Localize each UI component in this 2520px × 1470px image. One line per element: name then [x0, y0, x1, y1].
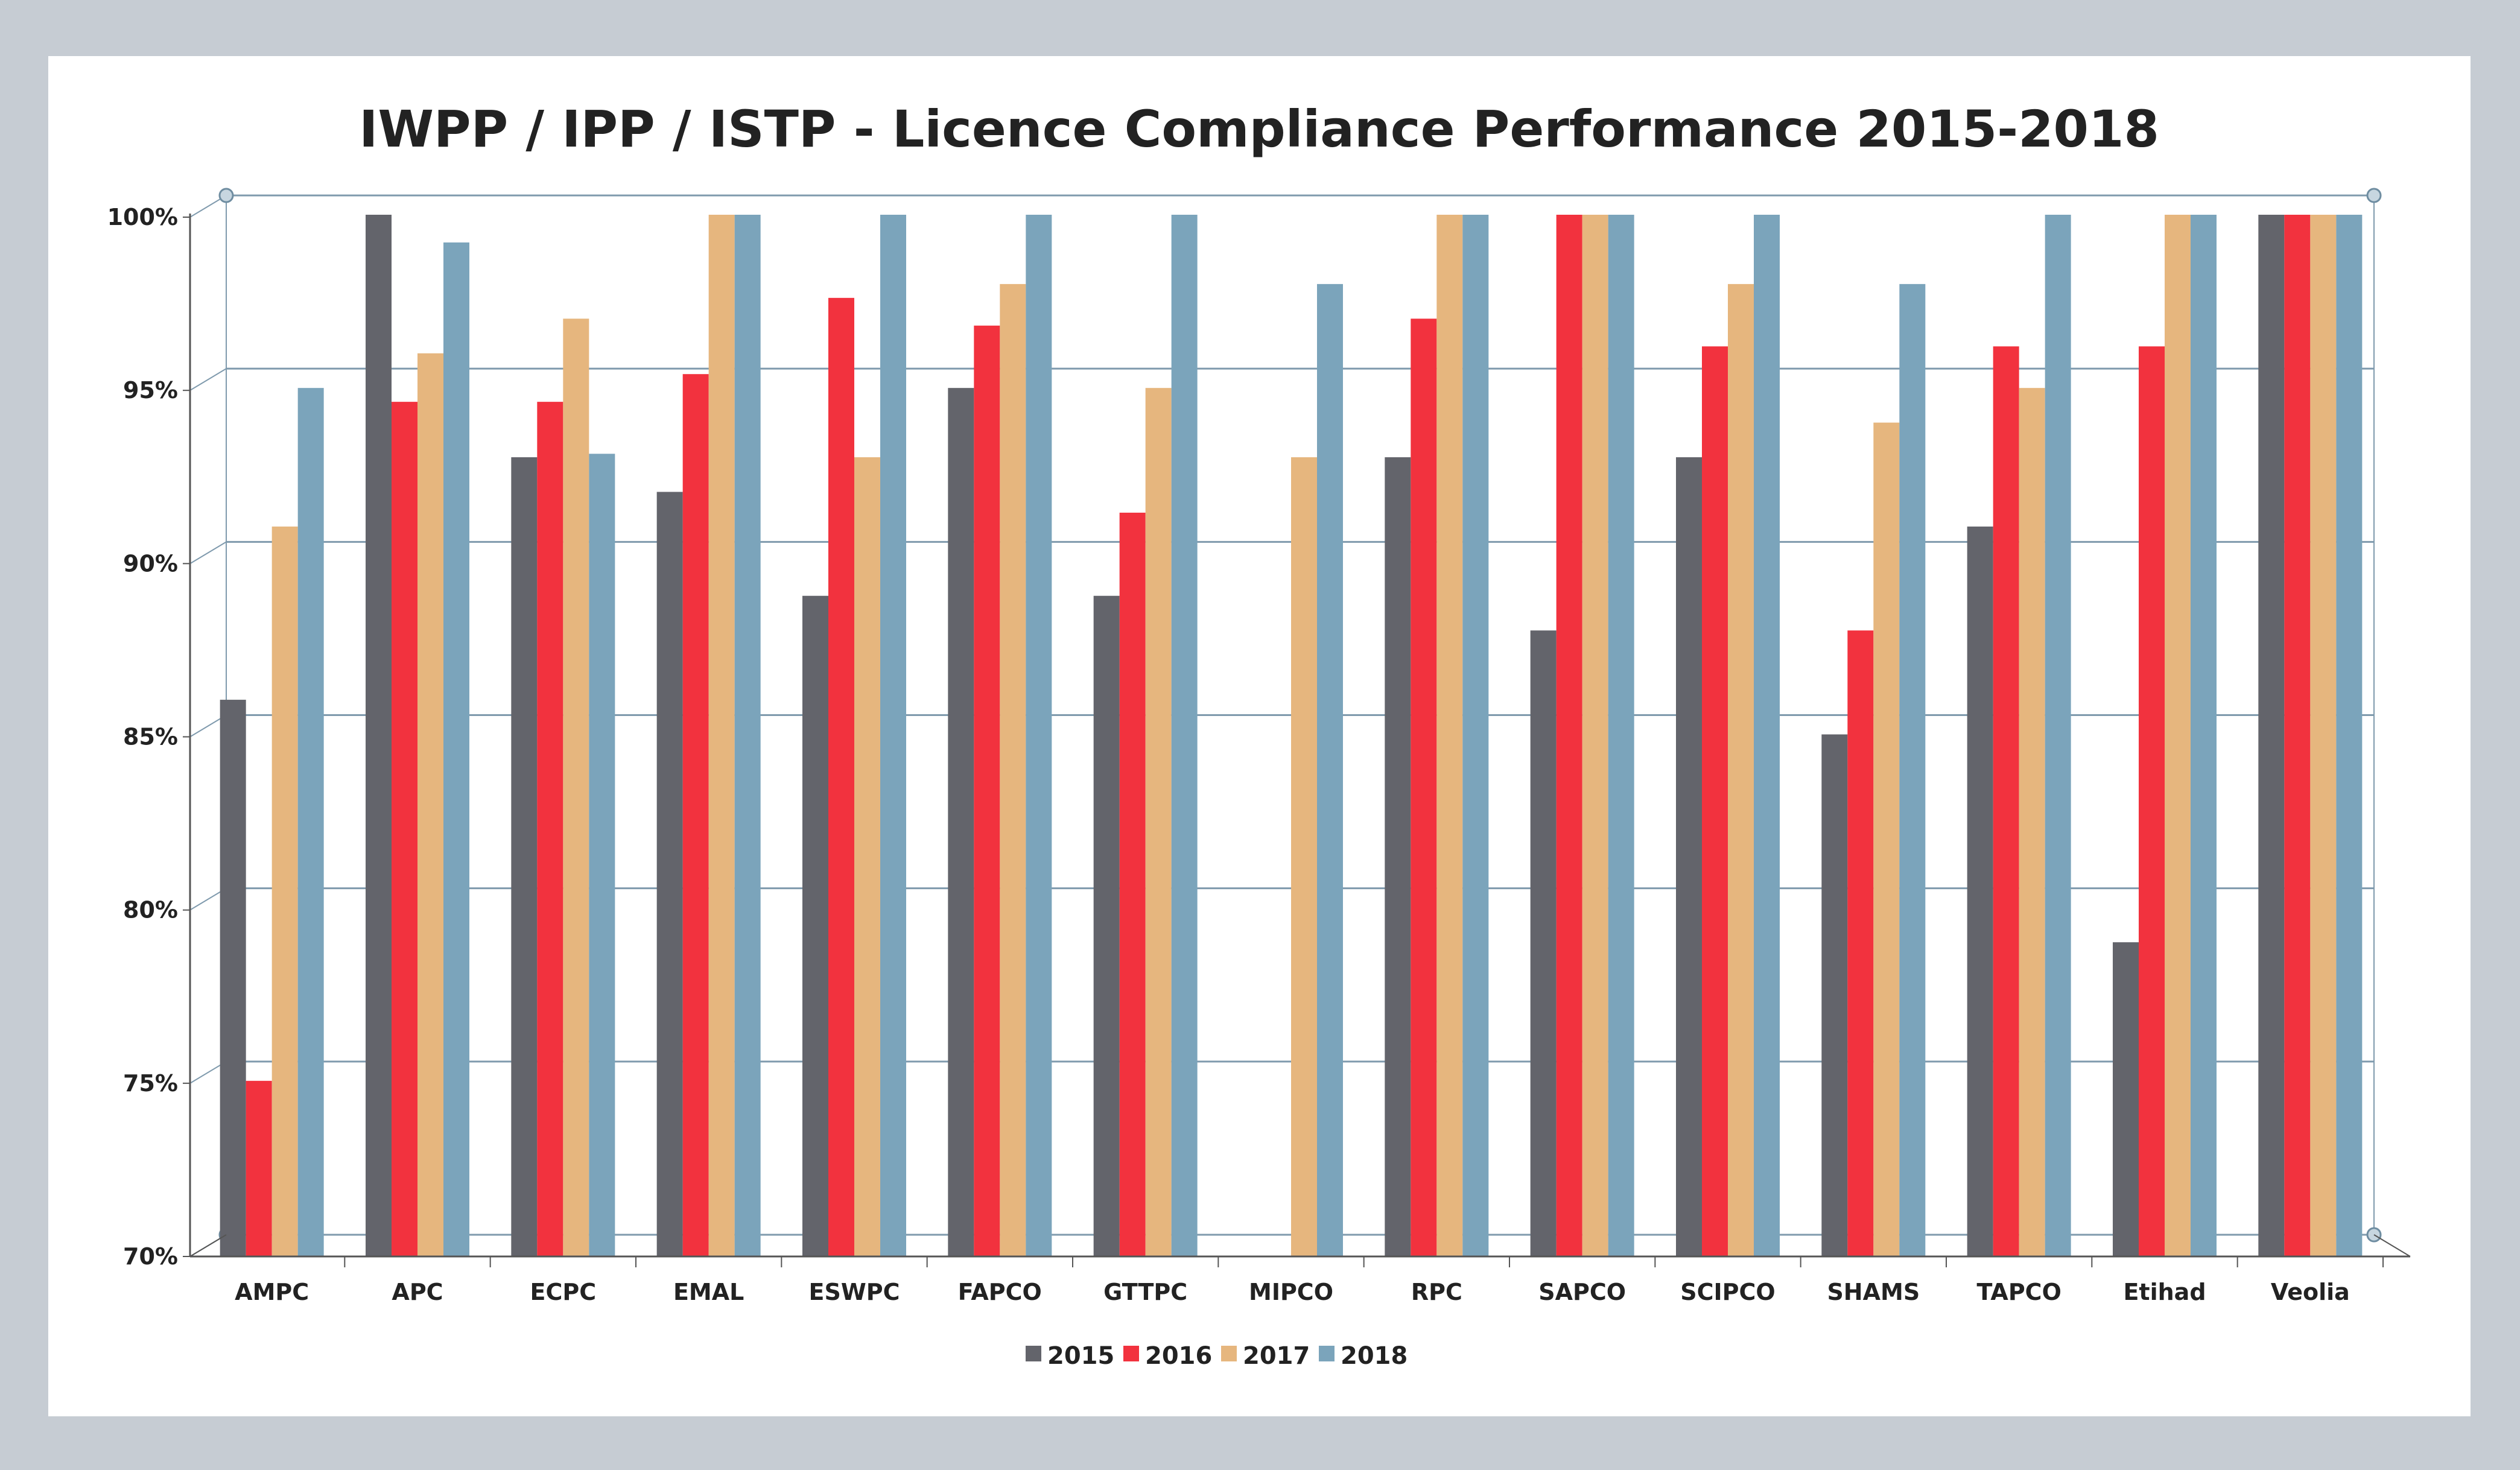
x-tick-label-ecpc: ECPC — [530, 1279, 597, 1305]
bar-tapco-2017 — [2019, 388, 2045, 1256]
bar-emal-2016 — [682, 374, 709, 1256]
bar-tapco-2018 — [2045, 215, 2071, 1256]
legend-swatch-2017 — [1221, 1346, 1237, 1361]
bar-eswpc-2016 — [828, 297, 854, 1257]
bar-emal-2017 — [708, 215, 735, 1256]
y-tick-label-95: 95% — [123, 377, 178, 404]
depth-line-90 — [189, 541, 227, 565]
bar-mipco-2018 — [1317, 284, 1343, 1256]
bar-eswpc-2017 — [854, 457, 880, 1256]
bar-gttpc-2018 — [1171, 215, 1198, 1256]
corner-handle-1 — [218, 188, 234, 203]
bar-etihad-2016 — [2139, 346, 2165, 1256]
x-tick-label-veolia: Veolia — [2271, 1279, 2350, 1305]
bar-shams-2016 — [1847, 630, 1874, 1256]
bar-tapco-2015 — [1967, 526, 1993, 1256]
x-tick-label-apc: APC — [392, 1279, 443, 1305]
bar-ecpc-2016 — [537, 402, 563, 1256]
bar-ampc-2016 — [246, 1080, 272, 1256]
x-tick-label-gttpc: GTTPC — [1103, 1279, 1187, 1305]
bar-eswpc-2018 — [880, 215, 906, 1256]
x-tick-label-shams: SHAMS — [1827, 1279, 1920, 1305]
bar-rpc-2015 — [1385, 457, 1411, 1256]
bar-rpc-2018 — [1462, 215, 1489, 1256]
legend-label-2016: 2016 — [1145, 1342, 1212, 1370]
bar-shams-2017 — [1873, 422, 1900, 1256]
bar-tapco-2016 — [1993, 346, 2019, 1256]
x-tick-label-etihad: Etihad — [2123, 1279, 2206, 1305]
bar-sapco-2017 — [1582, 215, 1608, 1256]
bar-apc-2017 — [417, 353, 443, 1256]
x-tick-label-scipco: SCIPCO — [1680, 1279, 1775, 1305]
legend: 2015 2016 2017 2018 — [1026, 1342, 1408, 1370]
bar-ampc-2015 — [220, 700, 246, 1256]
y-tick-label-70: 70% — [123, 1243, 178, 1270]
chart: IWPP / IPP / ISTP - Licence Compliance P… — [107, 100, 2411, 1370]
bar-emal-2015 — [656, 492, 683, 1256]
bar-scipco-2017 — [1728, 284, 1754, 1256]
x-tick-label-emal: EMAL — [673, 1279, 744, 1305]
floor-left-edge — [189, 1234, 227, 1257]
depth-line-95 — [189, 368, 227, 391]
x-tick-label-fapco: FAPCO — [958, 1279, 1042, 1305]
bar-fapco-2018 — [1026, 215, 1052, 1256]
legend-swatch-2016 — [1123, 1346, 1139, 1361]
bar-rpc-2017 — [1436, 215, 1463, 1256]
bar-scipco-2015 — [1676, 457, 1702, 1256]
chart-title: IWPP / IPP / ISTP - Licence Compliance P… — [359, 100, 2159, 159]
bar-veolia-2018 — [2336, 215, 2363, 1256]
bar-gttpc-2016 — [1119, 512, 1146, 1256]
bar-sapco-2015 — [1530, 630, 1557, 1256]
bar-fapco-2016 — [974, 325, 1000, 1256]
bar-apc-2018 — [443, 242, 469, 1256]
x-tick-label-ampc: AMPC — [235, 1279, 309, 1305]
bar-etihad-2015 — [2113, 942, 2139, 1256]
bar-veolia-2017 — [2310, 215, 2337, 1256]
bar-ecpc-2015 — [511, 457, 538, 1256]
bar-etihad-2017 — [2165, 215, 2191, 1256]
bar-rpc-2016 — [1411, 318, 1437, 1256]
y-tick-label-85: 85% — [123, 724, 178, 750]
y-tick-label-100: 100% — [107, 204, 178, 230]
y-tick-label-90: 90% — [123, 550, 178, 577]
plot-area: 70% 75% 80% 85% 90% 95% 100% AMPC APC ECPC EMAL ESW… — [107, 188, 2411, 1305]
legend-swatch-2015 — [1026, 1346, 1041, 1361]
bar-apc-2016 — [392, 402, 417, 1256]
bar-scipco-2018 — [1754, 215, 1780, 1256]
bar-veolia-2015 — [2258, 215, 2285, 1256]
bar-sapco-2018 — [1608, 215, 1634, 1256]
bar-eswpc-2015 — [802, 595, 828, 1257]
legend-label-2015: 2015 — [1047, 1342, 1114, 1370]
x-tick-label-mipco: MIPCO — [1249, 1279, 1333, 1305]
bar-etihad-2018 — [2191, 215, 2217, 1256]
bar-ampc-2017 — [271, 526, 298, 1256]
x-tick-label-eswpc: ESWPC — [809, 1279, 900, 1305]
bar-gttpc-2015 — [1093, 595, 1120, 1257]
x-tick-label-sapco: SAPCO — [1538, 1279, 1626, 1305]
x-tick-label-tapco: TAPCO — [1976, 1279, 2061, 1305]
bar-emal-2018 — [734, 215, 761, 1256]
chart-panel: IWPP / IPP / ISTP - Licence Compliance P… — [48, 56, 2471, 1416]
bar-mipco-2017 — [1291, 457, 1317, 1256]
floor-right-edge — [2373, 1234, 2411, 1257]
legend-label-2017: 2017 — [1243, 1342, 1310, 1370]
bar-veolia-2016 — [2284, 215, 2311, 1256]
bar-apc-2015 — [366, 215, 392, 1256]
y-tick-label-75: 75% — [123, 1070, 178, 1097]
legend-swatch-2018 — [1319, 1346, 1335, 1361]
bar-shams-2015 — [1821, 734, 1848, 1256]
bar-ecpc-2017 — [563, 318, 589, 1256]
legend-label-2018: 2018 — [1341, 1342, 1408, 1370]
bar-ampc-2018 — [297, 388, 324, 1256]
bar-scipco-2016 — [1702, 346, 1728, 1256]
x-tick-label-rpc: RPC — [1411, 1279, 1462, 1305]
bar-shams-2018 — [1899, 284, 1926, 1256]
bar-gttpc-2017 — [1145, 388, 1172, 1256]
bar-ecpc-2018 — [589, 454, 615, 1256]
bar-fapco-2017 — [1000, 284, 1026, 1256]
bar-fapco-2015 — [948, 388, 974, 1256]
y-tick-label-80: 80% — [123, 897, 178, 924]
bar-sapco-2016 — [1556, 215, 1582, 1256]
corner-handle-2 — [2366, 188, 2382, 203]
